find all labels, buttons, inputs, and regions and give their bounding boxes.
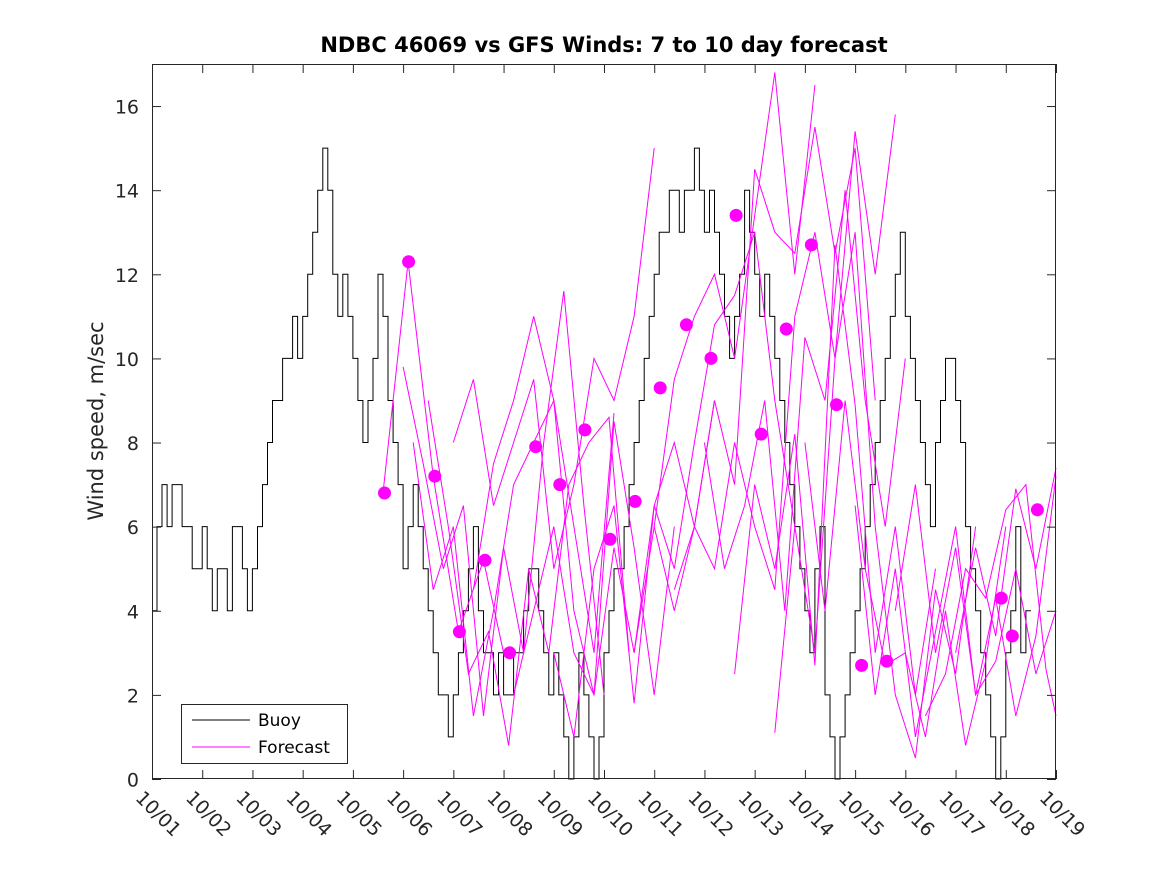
buoy-line <box>152 147 1031 780</box>
y-tick-label: 8 <box>127 433 139 455</box>
forecast-point <box>378 486 391 500</box>
legend-box <box>181 704 348 764</box>
forecast-point <box>529 440 543 454</box>
y-tick-label: 0 <box>127 770 139 792</box>
forecast-line-12 <box>703 190 906 611</box>
forecast-line-1 <box>382 261 505 653</box>
forecast-line-18 <box>924 483 1057 717</box>
y-tick-label: 10 <box>115 349 139 371</box>
forecast-point <box>729 208 743 222</box>
y-tick-label: 4 <box>127 601 139 623</box>
forecast-point <box>994 591 1008 605</box>
y-tick-label: 16 <box>115 97 139 119</box>
legend: Buoy Forecast <box>181 704 348 764</box>
legend-label-buoy: Buoy <box>258 711 301 731</box>
legend-label-forecast: Forecast <box>258 738 330 758</box>
forecast-line-19 <box>955 467 1057 653</box>
forecast-line-7 <box>513 400 715 697</box>
forecast-line-17 <box>894 484 1057 697</box>
forecast-point <box>402 255 416 269</box>
y-tick-label: 2 <box>127 685 139 707</box>
forecast-point <box>704 351 718 365</box>
y-axis-label: Wind speed, m/sec <box>84 321 108 520</box>
y-tick-label: 14 <box>115 181 139 203</box>
y-tick-label: 6 <box>127 517 139 539</box>
forecast-point <box>880 654 894 668</box>
forecast-point <box>452 625 466 639</box>
forecast-line-13 <box>734 244 936 695</box>
forecast-line-5 <box>452 148 655 569</box>
forecast-point <box>478 553 492 567</box>
buoy-series <box>152 147 1031 780</box>
forecast-line-8 <box>553 232 796 738</box>
y-tick-label: 12 <box>115 265 139 287</box>
forecast-point <box>779 322 793 336</box>
forecast-point <box>628 494 642 508</box>
forecast-point <box>830 398 843 412</box>
forecast-point <box>1005 629 1019 643</box>
y-axis-ticks: 0 2 4 6 8 10 12 14 16 <box>115 97 1056 792</box>
forecast-point <box>679 318 693 332</box>
forecast-series <box>382 72 1057 759</box>
forecast-line-4 <box>427 400 630 746</box>
forecast-point <box>754 427 768 441</box>
forecast-point <box>653 381 667 395</box>
forecast-point <box>603 532 617 546</box>
forecast-line-11 <box>673 114 896 590</box>
forecast-point <box>428 469 442 483</box>
forecast-points <box>378 208 1044 672</box>
forecast-point <box>553 478 567 492</box>
forecast-point <box>804 238 818 252</box>
forecast-point <box>503 646 517 660</box>
chart-title: NDBC 46069 vs GFS Winds: 7 to 10 day for… <box>320 33 887 57</box>
forecast-line-9 <box>633 72 816 653</box>
forecast-line-6 <box>472 316 675 696</box>
forecast-line-10 <box>653 127 876 611</box>
forecast-point <box>578 423 592 437</box>
forecast-line-16 <box>854 476 1057 737</box>
forecast-point <box>855 658 869 672</box>
forecast-point <box>1030 503 1044 517</box>
forecast-line-3 <box>412 398 615 716</box>
